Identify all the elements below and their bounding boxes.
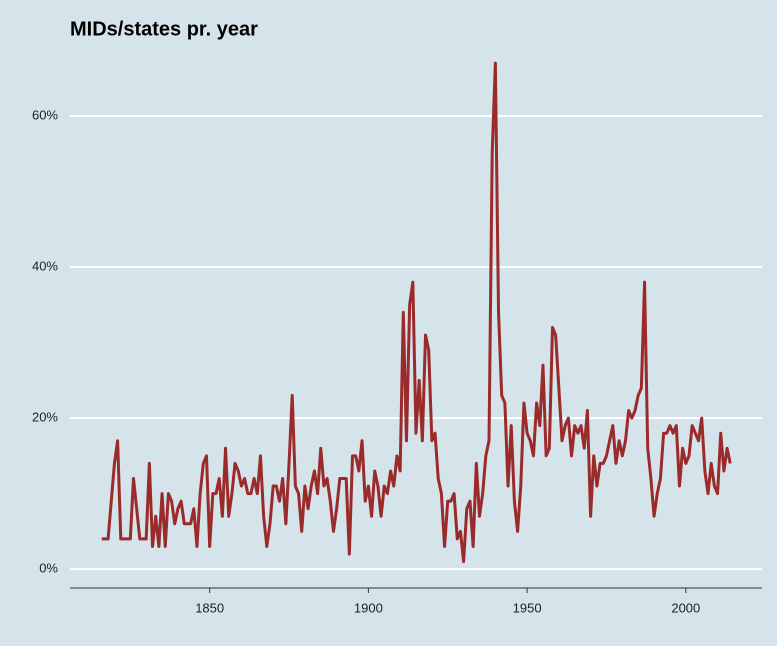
x-tick-label: 1950	[513, 600, 542, 615]
x-tick-label: 1900	[354, 600, 383, 615]
chart-title: MIDs/states pr. year	[70, 18, 258, 40]
x-tick-label: 2000	[671, 600, 700, 615]
y-tick-label: 20%	[32, 410, 58, 425]
y-tick-label: 60%	[32, 107, 58, 122]
y-tick-label: 0%	[39, 561, 58, 576]
data-line	[101, 61, 732, 564]
x-tick-label: 1850	[195, 600, 224, 615]
y-tick-label: 40%	[32, 258, 58, 273]
